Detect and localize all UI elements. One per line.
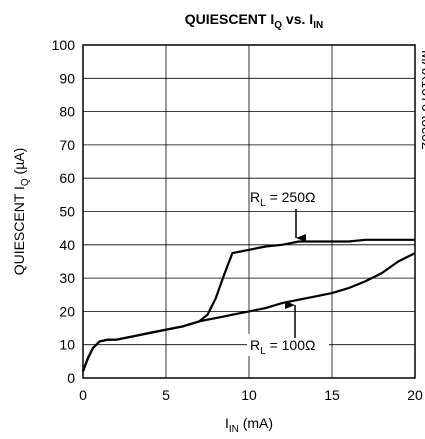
y-axis-label-part: (µA) [11,148,27,179]
series-label: RL = 100Ω [250,337,315,357]
series-label-part: R [250,337,260,353]
x-tick-label: 20 [407,387,423,403]
chart-title-part: QUIESCENT I [185,11,274,27]
y-tick-label: 30 [59,270,75,286]
x-axis-label-part: IN [229,424,239,435]
y-tick-label: 80 [59,104,75,120]
x-tick-label: 0 [79,387,87,403]
plot: 0 10 20 30 40 50 60 70 80 90 100 0 5 10 15 20 QUIESCENT … [11,11,425,435]
chart-title: QUIESCENT IQ vs. IIN [185,11,323,31]
chart-title-part: Q [274,20,282,31]
y-axis-label-part: Q [20,178,31,186]
series-label-part: = 250Ω [266,189,316,205]
x-axis-label-part: I [225,415,229,431]
series-label: RL = 250Ω [250,189,315,209]
note: MAX1676 toc02 [419,50,425,150]
x-tick-label: 5 [162,387,170,403]
y-tick-label: 10 [59,337,75,353]
series-label-part: L [260,346,266,357]
x-tick-label: 10 [241,387,257,403]
series-label-part: L [260,198,266,209]
series-label-part: = 100Ω [266,337,316,353]
x-axis-label-part: (mA) [239,415,273,431]
series-label-part: R [250,189,260,205]
chart-title-part: vs. I [282,11,313,27]
y-tick-label: 0 [67,370,75,386]
y-axis-label-part: QUIESCENT I [11,186,27,275]
y-tick-label: 90 [59,70,75,86]
y-tick-label: 70 [59,137,75,153]
y-tick-label: 40 [59,237,75,253]
y-tick-label: 20 [59,303,75,319]
y-tick-label: 60 [59,170,75,186]
y-axis-label: QUIESCENT IQ (µA) [11,148,31,276]
label-bg [247,334,329,356]
x-axis-label: IIN (mA) [225,415,273,435]
data-line [81,252,416,372]
y-tick-label: 50 [59,204,75,220]
chart-title-part: IN [313,20,323,31]
plot-frame [82,44,416,379]
x-tick-label: 15 [324,387,340,403]
y-tick-label: 100 [52,37,76,53]
